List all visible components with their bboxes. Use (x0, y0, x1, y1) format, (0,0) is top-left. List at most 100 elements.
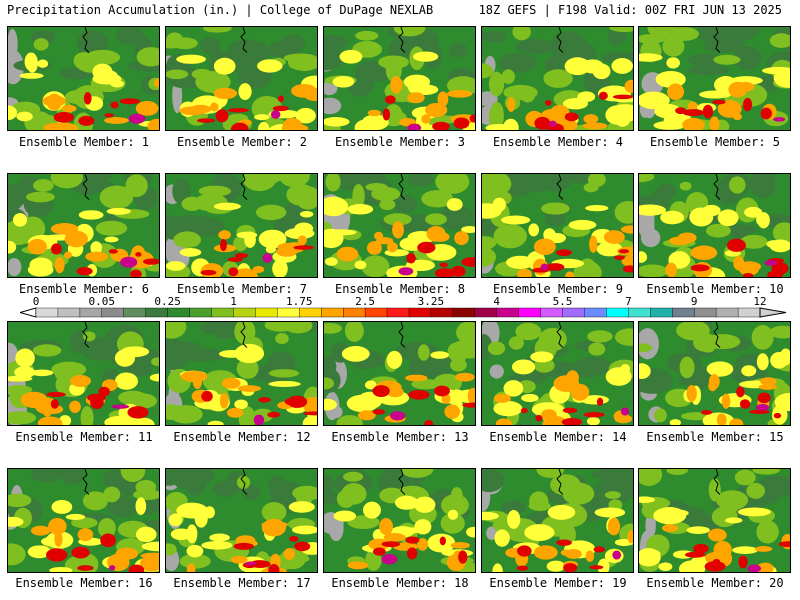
precip-contour (272, 259, 288, 277)
precip-contour (234, 399, 248, 410)
precip-contour (687, 101, 698, 111)
precip-contour (210, 102, 219, 112)
coastline (82, 174, 90, 200)
colorbar-legend: 0 0.05 0.25 1 1.75 2.5 3.25 4 5.5 7 9 12 (20, 296, 790, 322)
precip-contour (756, 520, 779, 544)
precip-contour (507, 510, 521, 529)
precip-contour (545, 99, 552, 106)
precip-map (8, 174, 159, 277)
precip-contour (738, 555, 748, 569)
precip-contour (736, 386, 745, 398)
precip-contour (446, 89, 473, 98)
precip-contour (461, 257, 475, 267)
precip-contour (693, 543, 709, 554)
precip-contour (130, 269, 142, 277)
precip-contour (83, 92, 92, 105)
precip-contour (639, 496, 655, 504)
precip-contour (503, 380, 524, 397)
precip-contour (207, 420, 224, 425)
precip-contour (76, 267, 93, 276)
ensemble-panel-20 (638, 468, 791, 573)
precip-contour (666, 57, 680, 69)
precip-contour (133, 417, 155, 425)
precip-contour (710, 37, 746, 48)
precip-contour (341, 346, 370, 362)
colorbar-tick-label: 5.5 (553, 296, 573, 308)
precip-max (620, 407, 630, 416)
precip-contour (204, 506, 215, 519)
precip-contour (293, 245, 314, 250)
precip-contour (357, 391, 383, 410)
precip-contour (492, 563, 503, 572)
precip-contour (536, 469, 565, 478)
precip-contour (435, 174, 470, 194)
precip-contour (702, 204, 721, 217)
precip-contour (104, 236, 119, 243)
precip-contour (679, 356, 695, 379)
precip-contour (115, 27, 143, 45)
precip-contour (614, 328, 633, 346)
precip-contour (199, 322, 231, 335)
precip-contour (439, 262, 448, 268)
precip-contour (169, 405, 203, 424)
precip-contour (227, 257, 243, 262)
precip-map (166, 27, 317, 130)
precip-contour (591, 469, 623, 481)
precip-contour (147, 118, 159, 130)
colorbar-swatch (540, 307, 563, 318)
precip-contour (690, 264, 710, 272)
precip-contour (166, 261, 186, 271)
precip-contour (324, 228, 344, 249)
precip-contour (587, 330, 613, 343)
precip-contour (585, 550, 595, 562)
precip-contour (482, 63, 494, 79)
ensemble-member-label: Ensemble Member: 3 (334, 135, 466, 149)
precip-contour (598, 91, 608, 100)
colorbar-swatch (518, 307, 542, 318)
colorbar-tick-label: 0.05 (89, 296, 116, 308)
precip-contour (390, 76, 403, 94)
precip-contour (421, 114, 431, 124)
precip-contour (303, 411, 317, 416)
precip-contour (354, 260, 367, 270)
precip-contour (230, 555, 248, 564)
precip-contour (740, 234, 768, 249)
colorbar-swatch (57, 307, 81, 318)
precip-contour (407, 92, 425, 104)
colorbar-swatch (430, 307, 454, 318)
precip-contour (386, 350, 403, 369)
precip-contour (469, 114, 475, 123)
precip-contour (136, 47, 159, 67)
precip-contour (51, 361, 87, 378)
precip-contour (372, 409, 385, 415)
precip-contour (534, 116, 551, 130)
precip-contour (172, 470, 199, 490)
coastline (398, 469, 406, 495)
coastline (240, 27, 248, 53)
precip-contour (268, 564, 280, 572)
precip-contour (218, 230, 231, 240)
precip-contour (458, 550, 468, 564)
precip-contour (708, 374, 720, 390)
precip-contour (705, 223, 731, 238)
ensemble-panel-9 (481, 173, 634, 278)
precip-contour (367, 109, 381, 117)
precip-contour (521, 393, 539, 403)
precip-contour (324, 257, 338, 266)
precip-max (398, 267, 414, 276)
precip-contour (27, 238, 47, 255)
precip-contour (8, 516, 24, 527)
colorbar-swatch (452, 307, 476, 318)
coastline (398, 322, 406, 348)
precip-contour (324, 42, 344, 71)
colorbar-tick-label: 0 (33, 296, 40, 308)
precip-contour (78, 210, 104, 220)
precip-max (109, 565, 116, 571)
precip-contour (447, 509, 459, 520)
precip-contour (482, 236, 497, 250)
precip-contour (603, 230, 625, 244)
precip-contour (135, 100, 159, 116)
precip-contour (227, 108, 249, 113)
precip-contour (407, 76, 423, 94)
coastline (713, 174, 721, 200)
